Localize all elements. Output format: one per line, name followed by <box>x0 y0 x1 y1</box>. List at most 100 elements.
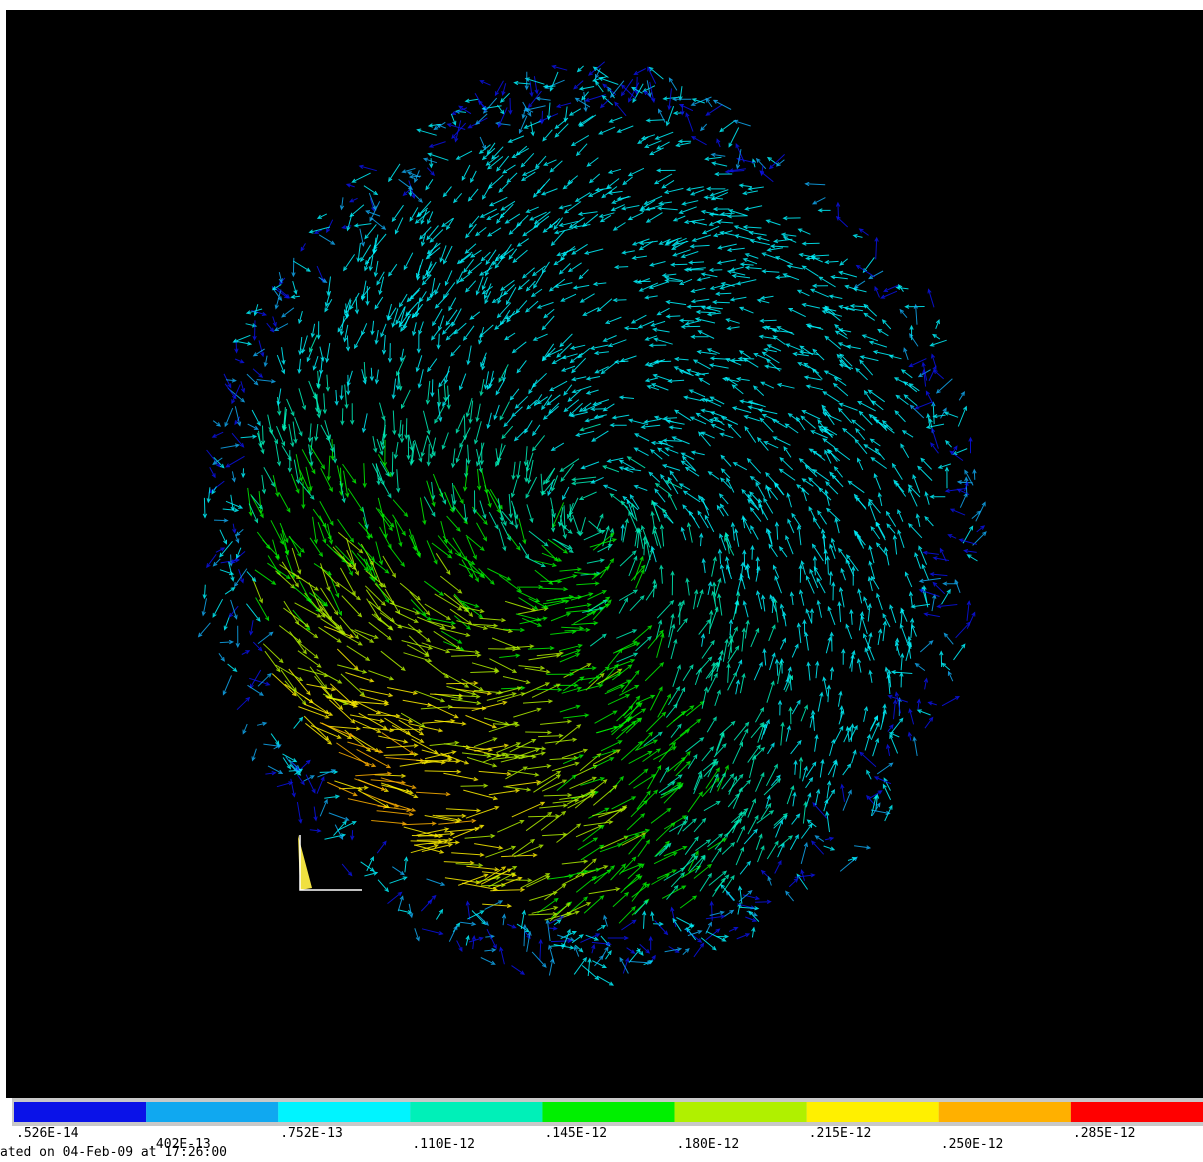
vector-arrow <box>559 643 583 652</box>
vector-arrow <box>780 721 785 746</box>
vector-arrow <box>825 636 832 654</box>
vector-arrow <box>197 622 211 638</box>
vector-arrow <box>585 779 608 797</box>
vector-arrow <box>841 648 846 665</box>
vector-arrow <box>391 724 425 743</box>
vector-arrow <box>235 529 244 537</box>
vector-arrow <box>280 533 289 556</box>
vector-arrow <box>616 652 639 663</box>
vector-arrow <box>341 863 353 877</box>
vector-arrow <box>842 789 852 811</box>
vector-arrow <box>577 675 602 681</box>
vector-arrow <box>548 278 566 292</box>
vector-arrow <box>665 300 687 306</box>
vector-arrow <box>538 733 564 738</box>
vector-arrow <box>528 597 549 609</box>
vector-arrow <box>745 563 751 579</box>
vector-arrow <box>588 666 610 684</box>
vector-arrow <box>416 837 454 843</box>
vector-arrow <box>654 920 669 936</box>
vector-arrow <box>784 423 799 434</box>
vector-arrow <box>335 545 354 565</box>
vector-arrow <box>267 562 291 580</box>
vector-arrow <box>547 479 555 497</box>
vector-arrow <box>914 662 926 672</box>
vector-arrow <box>666 756 686 773</box>
vector-arrow <box>759 318 777 323</box>
vector-arrow <box>548 926 558 931</box>
vector-arrow <box>908 358 927 368</box>
legend-swatch <box>806 1102 939 1122</box>
vector-arrow <box>531 372 547 388</box>
vector-arrow <box>724 909 735 917</box>
vector-arrow <box>726 564 733 580</box>
vector-arrow <box>465 397 473 418</box>
vector-arrow <box>447 648 481 655</box>
vector-arrow <box>660 785 683 799</box>
vector-arrow <box>507 923 517 929</box>
vector-arrow <box>606 679 632 693</box>
vector-arrow <box>707 471 720 480</box>
vector-arrow <box>684 836 699 855</box>
vector-arrow <box>525 730 553 735</box>
vector-arrow <box>798 458 814 472</box>
vector-arrow <box>893 479 905 493</box>
vector-arrow <box>312 516 318 545</box>
legend-label: .526E-14 <box>16 1126 79 1141</box>
vector-arrow <box>522 617 543 627</box>
vector-arrow <box>479 136 486 151</box>
vector-arrow <box>850 653 855 672</box>
vector-arrow <box>468 400 474 424</box>
vector-arrow <box>429 740 460 746</box>
vector-arrow <box>793 759 798 775</box>
vector-arrow <box>758 503 769 521</box>
vector-arrow <box>324 420 332 440</box>
vector-arrow <box>624 875 643 890</box>
vector-arrow <box>777 835 793 848</box>
vector-arrow <box>811 283 829 288</box>
vector-arrow <box>563 399 580 413</box>
vector-arrow <box>422 410 431 436</box>
vector-arrow <box>880 290 898 299</box>
vector-arrow <box>391 378 397 400</box>
vector-arrow <box>725 890 735 902</box>
vector-arrow <box>821 309 843 317</box>
vector-arrow <box>669 821 688 833</box>
vector-arrow <box>443 860 475 866</box>
vector-arrow <box>634 899 649 915</box>
vector-arrow <box>596 298 613 312</box>
vector-arrow <box>475 276 484 296</box>
vector-arrow <box>470 669 500 674</box>
vector-arrow <box>574 192 591 203</box>
vector-arrow <box>701 557 706 574</box>
vector-arrow <box>899 623 908 643</box>
vector-arrow <box>701 496 710 516</box>
vector-arrow <box>369 367 374 382</box>
vector-arrow <box>557 521 573 534</box>
vector-arrow <box>354 700 382 714</box>
vector-arrow <box>777 699 783 716</box>
vector-arrow <box>825 555 830 575</box>
vector-arrow <box>233 340 253 346</box>
vector-arrow <box>951 445 958 454</box>
vector-arrow <box>611 414 630 420</box>
vector-arrow <box>695 309 716 315</box>
vector-arrow <box>601 95 614 106</box>
vector-arrow <box>554 123 569 138</box>
vector-arrow <box>830 537 837 552</box>
vector-arrow <box>474 843 504 850</box>
vector-arrow <box>900 443 910 458</box>
vector-arrow <box>401 640 434 650</box>
vector-arrow <box>773 238 793 244</box>
vector-arrow <box>337 532 364 554</box>
vector-arrow <box>607 648 623 667</box>
vector-arrow <box>576 867 601 874</box>
vector-arrow <box>572 284 590 290</box>
vector-arrow <box>362 463 367 489</box>
vector-arrow <box>806 324 822 329</box>
vector-arrow <box>645 583 658 601</box>
vector-arrow <box>491 146 504 160</box>
vector-arrow <box>839 258 849 266</box>
vector-arrow <box>542 84 556 89</box>
